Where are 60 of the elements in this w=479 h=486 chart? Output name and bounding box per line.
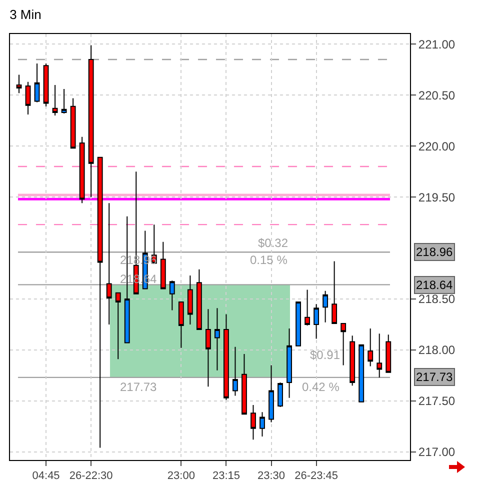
candlestick [322, 290, 328, 323]
x-tick-label: 04:45 [32, 470, 60, 482]
candlestick [286, 328, 292, 398]
candlestick [61, 88, 67, 114]
candlestick [296, 302, 301, 346]
x-tick-label: 26-22:30 [69, 470, 113, 482]
x-tick-label: 26-23:45 [294, 470, 338, 482]
y-tick-label: 220.00 [418, 139, 456, 154]
ref-line-label: 218.64 [416, 278, 454, 292]
candlestick [25, 81, 31, 116]
candlestick [97, 156, 103, 448]
x-tick-label: 23:30 [257, 470, 286, 482]
candlestick [376, 333, 382, 378]
annotation: 0.15 % [250, 253, 288, 267]
candlestick [106, 202, 112, 325]
candlestick [205, 308, 211, 388]
annotation: $0.91 [310, 348, 340, 362]
y-tick-label: 217.00 [418, 445, 456, 460]
ref-line-label: 218.96 [416, 245, 454, 259]
candlestick [16, 74, 22, 94]
candlestick [187, 275, 193, 325]
candlestick [260, 412, 265, 438]
candlestick [386, 334, 392, 373]
candlestick [278, 382, 283, 408]
annotation: 217.73 [120, 380, 158, 394]
candlestick [79, 136, 85, 204]
candlestick [115, 292, 121, 360]
y-tick-label: 220.50 [418, 88, 456, 102]
candlestick [34, 63, 40, 103]
candlestick [250, 404, 256, 440]
candlestick [178, 302, 184, 348]
annotation: 0.42 % [302, 380, 340, 394]
candlestick [224, 314, 229, 400]
y-tick-label: 221.00 [418, 37, 456, 52]
candlestick [350, 335, 356, 386]
candlestick [332, 260, 338, 324]
ref-line-label: 217.73 [416, 370, 454, 384]
candlestick [268, 364, 274, 423]
candlestick [214, 308, 220, 371]
y-tick-label: 219.50 [418, 190, 456, 204]
x-tick-label: 23:00 [167, 470, 195, 482]
chart-title: 3 Min [10, 6, 42, 22]
candlestick [160, 241, 166, 290]
x-tick-label: 23:15 [212, 470, 240, 482]
candlestick [169, 280, 175, 311]
y-tick-label: 218.50 [418, 292, 456, 306]
candlestick [43, 63, 49, 107]
candlestick [196, 268, 202, 330]
annotation: $0.32 [258, 236, 288, 250]
candlestick [368, 328, 374, 367]
candlestick [70, 98, 76, 149]
candlestick [358, 344, 364, 402]
candlestick [232, 346, 238, 396]
candlestick [242, 354, 247, 415]
candlestick [314, 304, 320, 340]
candlestick [52, 84, 58, 116]
candlestick [340, 322, 346, 366]
y-tick-label: 217.50 [418, 394, 456, 408]
y-tick-label: 218.00 [418, 343, 456, 358]
candlestick [304, 289, 310, 326]
